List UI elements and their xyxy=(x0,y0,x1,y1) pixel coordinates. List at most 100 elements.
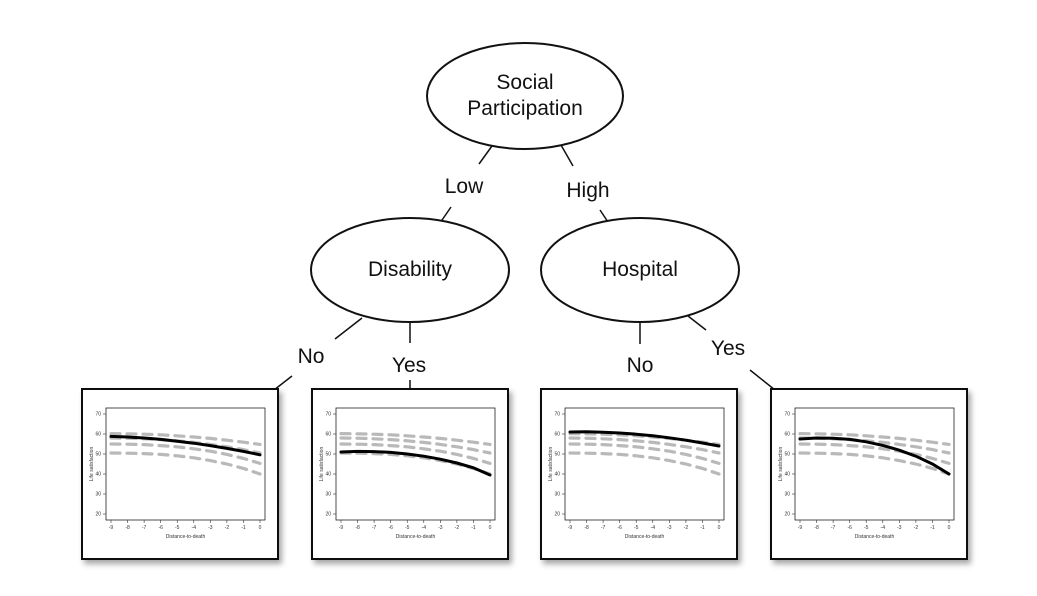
x-tick-label: -3 xyxy=(208,525,213,531)
x-tick-label: -3 xyxy=(667,525,672,531)
x-tick-label: -8 xyxy=(125,525,130,531)
series-line-dashed xyxy=(339,442,492,465)
x-tick-label: -9 xyxy=(339,525,344,531)
leaf-chart-hospital-no: -9 -8 -7 -6 -5 -4 -3 -2 -1 0 20 30 40 50 60 70 Distance-… xyxy=(540,388,738,560)
edge-label-hospital-yes: Yes xyxy=(711,337,745,360)
leaf-chart-frame xyxy=(81,388,279,560)
x-tick-label: -8 xyxy=(814,525,819,531)
node-social-participation: Social Participation xyxy=(426,42,624,150)
leaf-chart-frame xyxy=(540,388,738,560)
y-tick-label: 60 xyxy=(554,432,560,438)
node-social-participation-shape xyxy=(426,42,624,150)
x-axis-label: Distance-to-death xyxy=(166,534,206,540)
x-tick-label: -3 xyxy=(897,525,902,531)
x-tick-label: -4 xyxy=(422,525,427,531)
x-tick-label: -6 xyxy=(847,525,852,531)
y-tick-label: 50 xyxy=(95,452,101,458)
edge-disability-no-upper xyxy=(334,317,363,340)
node-social-participation-line-2: Participation xyxy=(467,97,583,120)
x-tick-label: -2 xyxy=(914,525,919,531)
x-tick-label: -7 xyxy=(142,525,147,531)
edge-label-disability-no: No xyxy=(298,345,325,368)
y-tick-label: 20 xyxy=(95,512,101,518)
x-tick-label: -1 xyxy=(700,525,705,531)
y-tick-label: 50 xyxy=(325,452,331,458)
plot-area xyxy=(335,407,496,521)
series-line-dashed xyxy=(798,442,951,465)
x-tick-label: -1 xyxy=(241,525,246,531)
series-line-dashed xyxy=(798,451,951,476)
y-tick-label: 40 xyxy=(784,472,790,478)
y-tick-label: 40 xyxy=(95,472,101,478)
x-tick-label: -6 xyxy=(617,525,622,531)
y-tick-label: 50 xyxy=(784,452,790,458)
x-axis-label: Distance-to-death xyxy=(625,534,665,540)
y-tick-label: 30 xyxy=(554,492,560,498)
edge-root-low-upper xyxy=(478,145,493,165)
y-tick-label: 60 xyxy=(784,432,790,438)
y-tick-label: 70 xyxy=(784,412,790,418)
node-disability-shape xyxy=(310,217,510,323)
y-tick-label: 60 xyxy=(95,432,101,438)
x-tick-label: -9 xyxy=(109,525,114,531)
series-line-dashed xyxy=(109,442,262,465)
node-hospital-label: Hospital xyxy=(602,258,678,281)
y-tick-label: 70 xyxy=(554,412,560,418)
node-hospital-shape xyxy=(540,217,740,323)
edge-root-high-upper xyxy=(560,144,574,167)
edge-label-hospital-no: No xyxy=(627,354,654,377)
x-tick-label: 0 xyxy=(489,525,492,531)
x-tick-label: -9 xyxy=(798,525,803,531)
y-tick-label: 20 xyxy=(325,512,331,518)
node-disability-label: Disability xyxy=(368,258,453,281)
x-tick-label: -5 xyxy=(864,525,869,531)
series-line-dashed xyxy=(109,451,262,476)
series-line-dashed xyxy=(109,432,262,446)
y-tick-label: 30 xyxy=(325,492,331,498)
y-tick-label: 40 xyxy=(554,472,560,478)
y-axis-label: Life satisfaction xyxy=(548,447,554,482)
x-tick-label: -7 xyxy=(601,525,606,531)
leaf-chart-hospital-yes: -9 -8 -7 -6 -5 -4 -3 -2 -1 0 20 30 40 50 60 70 Distance-… xyxy=(770,388,968,560)
series-line-dashed xyxy=(568,442,721,465)
y-tick-label: 70 xyxy=(325,412,331,418)
x-tick-label: 0 xyxy=(948,525,951,531)
x-tick-label: -5 xyxy=(405,525,410,531)
series-line-solid xyxy=(109,434,262,457)
x-tick-label: -7 xyxy=(831,525,836,531)
x-axis-label: Distance-to-death xyxy=(396,534,436,540)
x-tick-label: -2 xyxy=(225,525,230,531)
series-line-dashed xyxy=(339,432,492,446)
x-tick-label: -7 xyxy=(372,525,377,531)
leaf-chart-disability-no: -9 -8 -7 -6 -5 -4 -3 -2 -1 0 20 30 40 50 60 70 Distance-… xyxy=(81,388,279,560)
edge-disability-no-lower xyxy=(273,375,293,391)
leaf-chart-disability-yes: -9 -8 -7 -6 -5 -4 -3 -2 -1 0 20 30 40 50 60 70 Distance-… xyxy=(311,388,509,560)
y-tick-label: 60 xyxy=(325,432,331,438)
x-tick-label: -5 xyxy=(634,525,639,531)
series-line-solid xyxy=(568,430,721,448)
x-tick-label: -8 xyxy=(355,525,360,531)
y-tick-label: 40 xyxy=(325,472,331,478)
node-social-participation-line-1: Social xyxy=(496,71,553,94)
node-hospital: Hospital xyxy=(540,217,740,323)
edge-label-low: Low xyxy=(445,175,484,198)
x-tick-label: -4 xyxy=(651,525,656,531)
x-tick-label: -2 xyxy=(455,525,460,531)
y-tick-label: 30 xyxy=(784,492,790,498)
series-line-dashed xyxy=(568,451,721,476)
edge-hospital-yes-upper xyxy=(687,315,707,331)
y-tick-label: 20 xyxy=(554,512,560,518)
x-tick-label: -1 xyxy=(471,525,476,531)
x-tick-label: -6 xyxy=(388,525,393,531)
series-line-dashed xyxy=(568,436,721,455)
x-axis-label: Distance-to-death xyxy=(855,534,895,540)
y-axis-label: Life satisfaction xyxy=(89,447,95,482)
x-tick-label: -1 xyxy=(930,525,935,531)
edge-hospital-yes-lower xyxy=(749,369,776,391)
series-line-solid xyxy=(339,449,492,477)
y-tick-label: 30 xyxy=(95,492,101,498)
edge-label-high: High xyxy=(566,179,609,202)
y-tick-label: 70 xyxy=(95,412,101,418)
plot-area xyxy=(564,407,725,521)
